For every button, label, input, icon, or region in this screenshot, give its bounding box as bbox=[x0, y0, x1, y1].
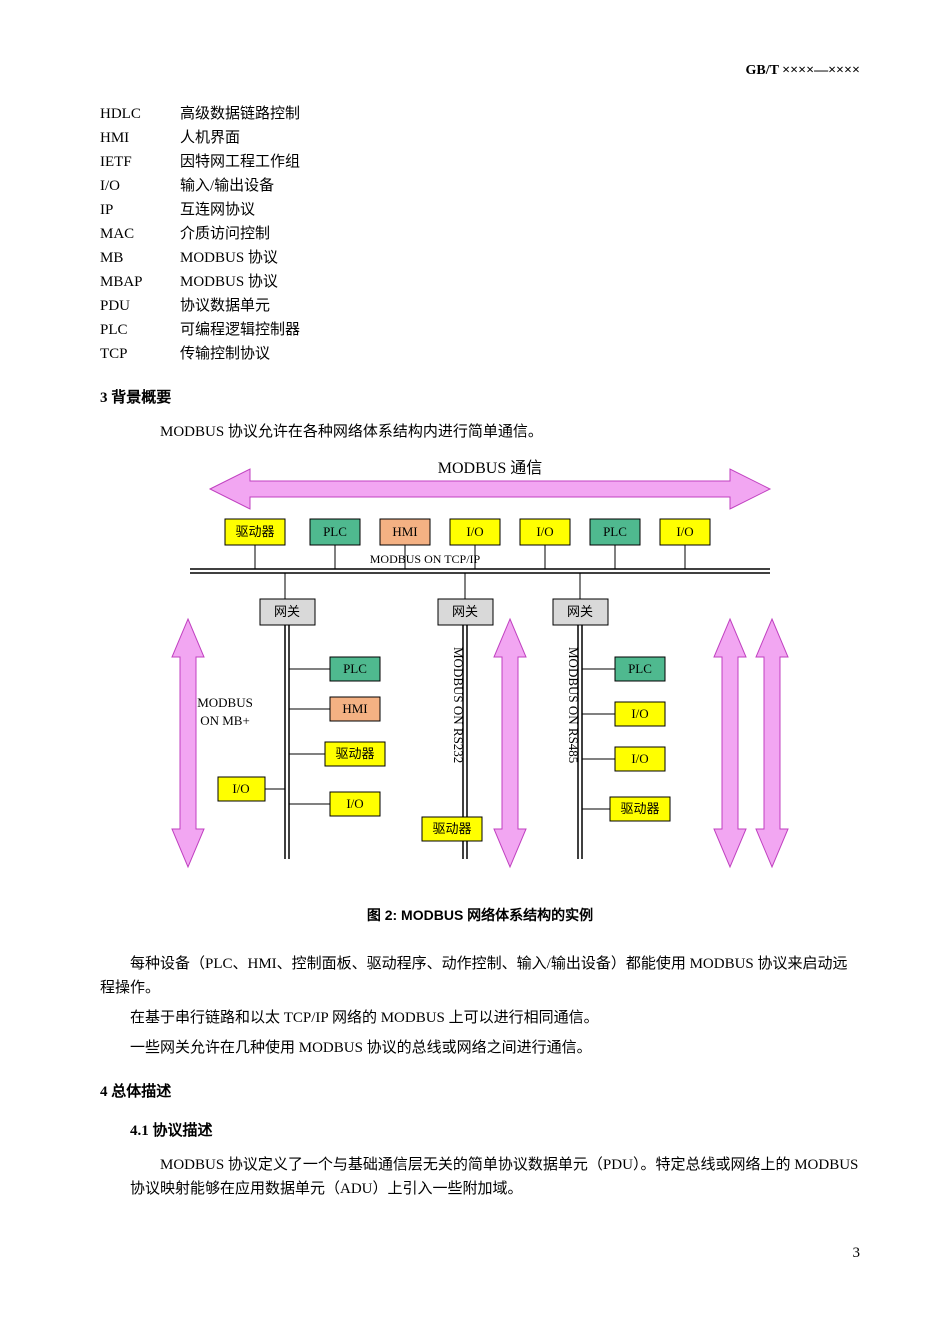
svg-text:PLC: PLC bbox=[603, 524, 627, 539]
mb-hmi-box: HMI bbox=[330, 697, 380, 721]
top-plc-box-2: PLC bbox=[590, 519, 640, 545]
right-arrow-1-icon bbox=[714, 619, 746, 867]
abbrev-desc: MODBUS 协议 bbox=[180, 246, 278, 270]
rs232-driver-box: 驱动器 bbox=[422, 817, 482, 841]
abbrev-row: TCP传输控制协议 bbox=[100, 342, 860, 366]
abbrev-code: HMI bbox=[100, 126, 180, 150]
svg-text:网关: 网关 bbox=[567, 604, 593, 619]
abbrev-desc: 高级数据链路控制 bbox=[180, 102, 300, 126]
abbrev-desc: 人机界面 bbox=[180, 126, 240, 150]
rs485-io-box-2: I/O bbox=[615, 747, 665, 771]
gateway-1: 网关 bbox=[260, 599, 315, 625]
svg-text:驱动器: 驱动器 bbox=[235, 524, 274, 539]
abbrev-row: PLC可编程逻辑控制器 bbox=[100, 318, 860, 342]
abbrev-row: MBAPMODBUS 协议 bbox=[100, 270, 860, 294]
svg-text:驱动器: 驱动器 bbox=[335, 746, 374, 761]
svg-text:PLC: PLC bbox=[323, 524, 347, 539]
svg-text:HMI: HMI bbox=[392, 524, 417, 539]
rs485-io-box-1: I/O bbox=[615, 702, 665, 726]
mb-driver-box: 驱动器 bbox=[325, 742, 385, 766]
abbrev-row: IP互连网协议 bbox=[100, 198, 860, 222]
rs485-vert-label: MODBUS ON RS485 bbox=[566, 647, 581, 763]
abbrev-code: PLC bbox=[100, 318, 180, 342]
svg-text:I/O: I/O bbox=[631, 751, 648, 766]
header-code: GB/T ××××—×××× bbox=[100, 60, 860, 82]
svg-text:I/O: I/O bbox=[536, 524, 553, 539]
abbrev-code: MBAP bbox=[100, 270, 180, 294]
top-io-box-2: I/O bbox=[520, 519, 570, 545]
left-arrow-icon bbox=[172, 619, 204, 867]
diagram-title: MODBUS 通信 bbox=[438, 459, 542, 477]
abbrev-row: MAC介质访问控制 bbox=[100, 222, 860, 246]
svg-text:I/O: I/O bbox=[466, 524, 483, 539]
abbrev-row: I/O输入/输出设备 bbox=[100, 174, 860, 198]
abbrev-code: TCP bbox=[100, 342, 180, 366]
abbrev-desc: 介质访问控制 bbox=[180, 222, 270, 246]
top-driver-box: 驱动器 bbox=[225, 519, 285, 545]
mb-io-box-1: I/O bbox=[218, 777, 265, 801]
abbrev-desc: 因特网工程工作组 bbox=[180, 150, 300, 174]
abbrev-code: MAC bbox=[100, 222, 180, 246]
abbrev-row: PDU协议数据单元 bbox=[100, 294, 860, 318]
abbrev-code: IP bbox=[100, 198, 180, 222]
mb-io-box-2: I/O bbox=[330, 792, 380, 816]
abbrev-desc: MODBUS 协议 bbox=[180, 270, 278, 294]
mb-plc-box: PLC bbox=[330, 657, 380, 681]
svg-text:I/O: I/O bbox=[232, 781, 249, 796]
sec4-paragraph: MODBUS 协议定义了一个与基础通信层无关的简单协议数据单元（PDU）。特定总… bbox=[130, 1153, 860, 1201]
abbrev-desc: 互连网协议 bbox=[180, 198, 255, 222]
abbrev-code: MB bbox=[100, 246, 180, 270]
modbus-diagram: MODBUS 通信 驱动器 PLC HMI I/O I/O PLC I/O MO… bbox=[100, 459, 860, 889]
mbplus-label-1: MODBUS bbox=[197, 695, 253, 710]
body-paragraph-1: 每种设备（PLC、HMI、控制面板、驱动程序、动作控制、输入/输出设备）都能使用… bbox=[100, 952, 860, 1000]
abbrev-desc: 输入/输出设备 bbox=[180, 174, 274, 198]
gateway-2: 网关 bbox=[438, 599, 493, 625]
rs232-vert-label: MODBUS ON RS232 bbox=[451, 647, 466, 763]
svg-text:驱动器: 驱动器 bbox=[432, 821, 471, 836]
svg-text:驱动器: 驱动器 bbox=[620, 801, 659, 816]
section-4-title: 4 总体描述 bbox=[100, 1080, 860, 1104]
body-paragraph-2: 在基于串行链路和以太 TCP/IP 网络的 MODBUS 上可以进行相同通信。 bbox=[100, 1006, 860, 1030]
abbrev-code: PDU bbox=[100, 294, 180, 318]
abbreviation-list: HDLC高级数据链路控制 HMI人机界面 IETF因特网工程工作组 I/O输入/… bbox=[100, 102, 860, 366]
page-number: 3 bbox=[100, 1241, 860, 1265]
top-hmi-box: HMI bbox=[380, 519, 430, 545]
svg-text:PLC: PLC bbox=[343, 661, 367, 676]
svg-text:网关: 网关 bbox=[274, 604, 300, 619]
mbplus-label-2: ON MB+ bbox=[200, 713, 250, 728]
tcpip-label: MODBUS ON TCP/IP bbox=[370, 552, 481, 566]
section-3-title: 3 背景概要 bbox=[100, 386, 860, 410]
svg-text:I/O: I/O bbox=[631, 706, 648, 721]
abbrev-desc: 协议数据单元 bbox=[180, 294, 270, 318]
mid-arrow-icon bbox=[494, 619, 526, 867]
body-paragraph-3: 一些网关允许在几种使用 MODBUS 协议的总线或网络之间进行通信。 bbox=[100, 1036, 860, 1060]
top-io-box-3: I/O bbox=[660, 519, 710, 545]
abbrev-code: HDLC bbox=[100, 102, 180, 126]
sec3-paragraph: MODBUS 协议允许在各种网络体系结构内进行简单通信。 bbox=[130, 420, 860, 444]
abbrev-code: I/O bbox=[100, 174, 180, 198]
abbrev-row: HMI人机界面 bbox=[100, 126, 860, 150]
abbrev-row: MBMODBUS 协议 bbox=[100, 246, 860, 270]
section-4-1-title: 4.1 协议描述 bbox=[130, 1119, 860, 1143]
rs485-driver-box: 驱动器 bbox=[610, 797, 670, 821]
abbrev-row: IETF因特网工程工作组 bbox=[100, 150, 860, 174]
top-io-box-1: I/O bbox=[450, 519, 500, 545]
svg-text:PLC: PLC bbox=[628, 661, 652, 676]
svg-text:HMI: HMI bbox=[342, 701, 367, 716]
svg-text:I/O: I/O bbox=[346, 796, 363, 811]
right-arrow-2-icon bbox=[756, 619, 788, 867]
rs485-plc-box: PLC bbox=[615, 657, 665, 681]
abbrev-desc: 传输控制协议 bbox=[180, 342, 270, 366]
abbrev-desc: 可编程逻辑控制器 bbox=[180, 318, 300, 342]
svg-text:网关: 网关 bbox=[452, 604, 478, 619]
abbrev-code: IETF bbox=[100, 150, 180, 174]
figure-2-caption: 图 2: MODBUS 网络体系结构的实例 bbox=[100, 904, 860, 926]
svg-text:I/O: I/O bbox=[676, 524, 693, 539]
gateway-3: 网关 bbox=[553, 599, 608, 625]
abbrev-row: HDLC高级数据链路控制 bbox=[100, 102, 860, 126]
top-plc-box: PLC bbox=[310, 519, 360, 545]
